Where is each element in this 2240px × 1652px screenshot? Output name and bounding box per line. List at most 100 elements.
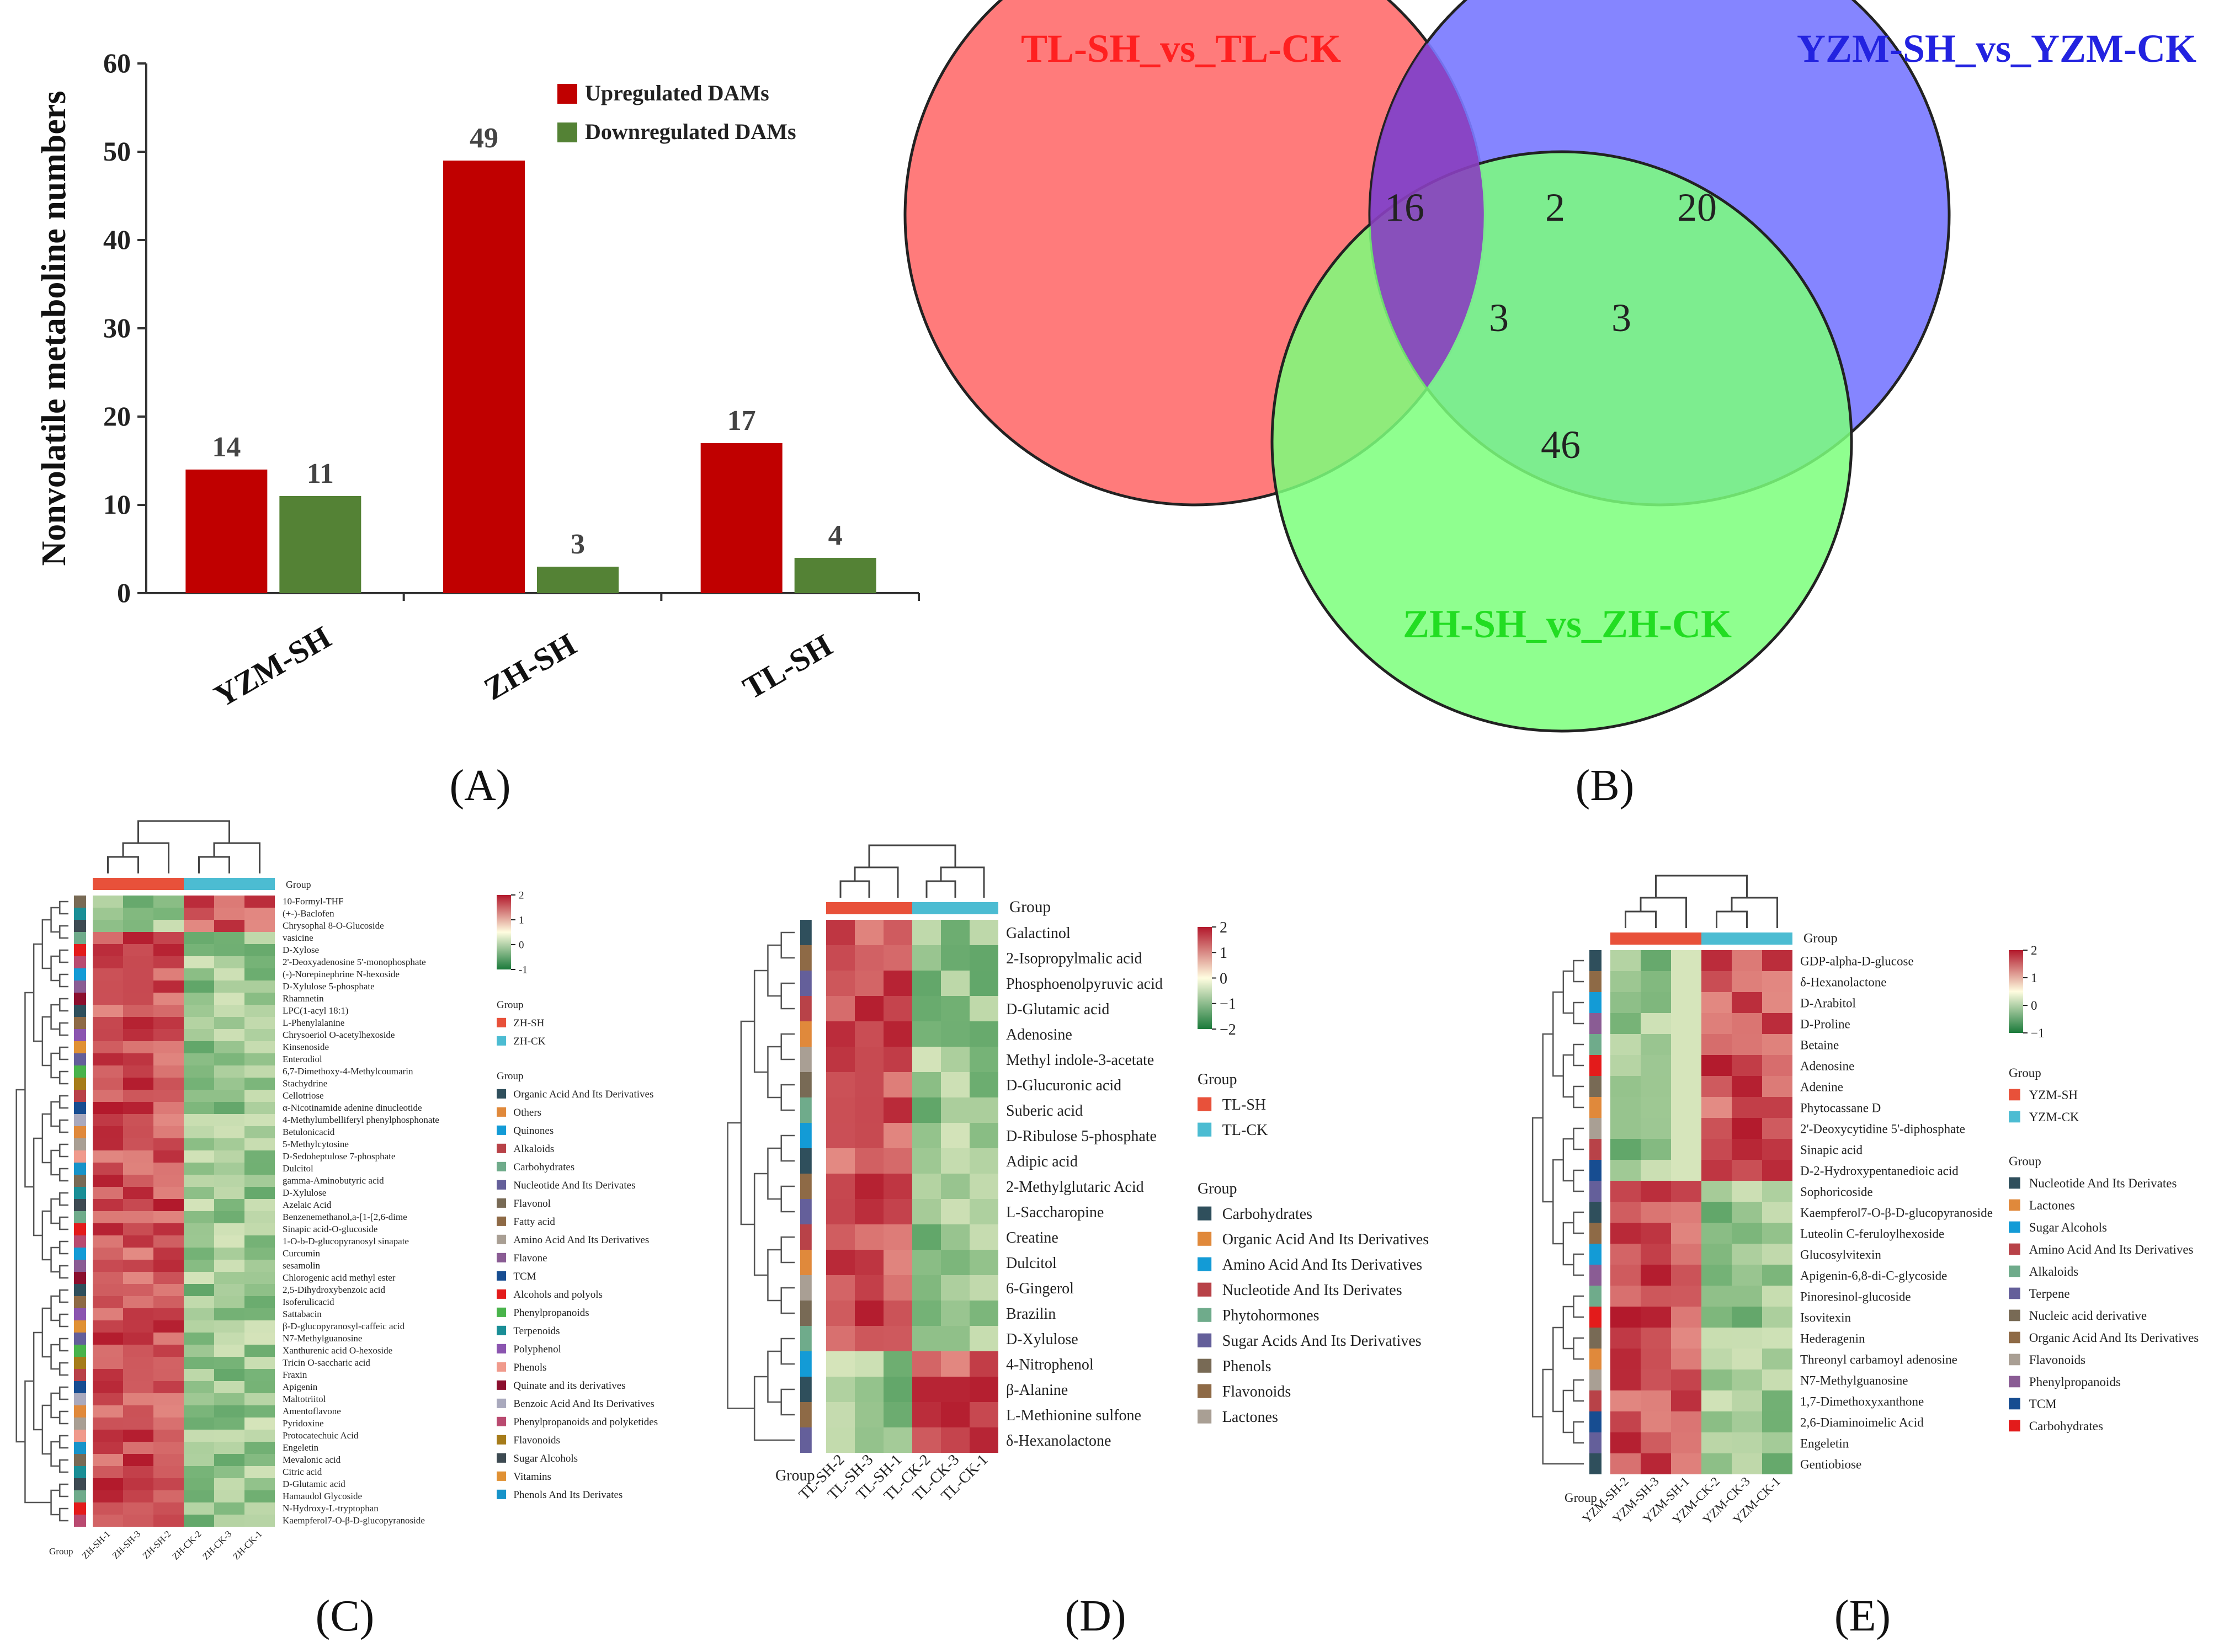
row-label: Kaempferol7-O-β-D-glucopyranoside [1800,1206,1993,1219]
a-x-tick-label: TL-SH [737,627,838,706]
heatmap-cell [184,1041,214,1053]
heatmap-cell [1610,1286,1641,1307]
heatmap-cell [1671,950,1701,971]
heatmap-cell [214,1065,244,1078]
row-class-swatch [74,1405,86,1417]
heatmap-cell [1641,1055,1671,1076]
heatmap-cell [184,1248,214,1260]
heatmap-cell [855,1097,884,1123]
heatmap-cell [970,1123,998,1148]
heatmap-cell [855,1250,884,1275]
heatmap-cell [912,1402,941,1427]
heatmap-cell [244,1235,275,1248]
top-dendrogram [839,844,985,898]
row-class-swatch [74,1515,86,1527]
row-label: L-Methionine sulfone [1006,1407,1141,1424]
class-legend-swatch [2009,1420,2020,1432]
heatmap-cell [123,1126,153,1138]
heatmap-cell [184,932,214,944]
row-class-swatch [800,1275,812,1301]
row-dendrogram [1531,960,1584,1465]
class-legend-label: Flavonol [513,1198,551,1209]
heatmap-cell [153,1417,184,1430]
heatmap-cell [941,1250,970,1275]
heatmap-cell [1671,1118,1701,1139]
heatmap-cell [1671,1453,1701,1474]
heatmap-cell [184,968,214,980]
class-legend-swatch [1198,1409,1212,1424]
heatmap-cell [184,1357,214,1369]
heatmap-cell [244,932,275,944]
heatmap-cell [153,1029,184,1041]
heatmap-cell [153,1357,184,1369]
heatmap-cell [884,1301,912,1326]
heatmap-cell [93,1078,123,1090]
heatmap-cell [244,1248,275,1260]
heatmap-cell [1671,1411,1701,1432]
row-label: Phytocassane D [1800,1101,1881,1115]
heatmap-cell [1610,1328,1641,1349]
class-legend-label: Others [513,1107,541,1118]
heatmap-cell [884,1427,912,1453]
heatmap-cell [153,920,184,932]
row-class-swatch [1589,1307,1601,1328]
row-label: Betaine [1800,1038,1839,1052]
heatmap-cell [123,993,153,1005]
heatmap-cell [184,1126,214,1138]
heatmap-cell [970,1250,998,1275]
heatmap-cell [1762,1369,1792,1390]
heatmap-cell [884,1275,912,1301]
heatmap-cell [884,1250,912,1275]
legend-label-upregulated: Upregulated DAMs [585,81,769,105]
heatmap-cell [93,1090,123,1102]
heatmap-cell [1641,1390,1671,1411]
heatmap-cell [153,1138,184,1150]
heatmap-cell [153,1333,184,1345]
heatmap-cell [214,1442,244,1454]
heatmap-cell [214,1175,244,1187]
heatmap-cell [912,1174,941,1199]
heatmap-cell [214,980,244,993]
row-label: Kinsenoside [283,1042,329,1052]
group-bar-label: Group [286,879,311,890]
class-legend-label: Carbohydrates [2029,1419,2103,1433]
color-scale-label: −1 [2031,1026,2044,1040]
group-legend-label: ZH-CK [513,1036,545,1047]
heatmap-cell [970,1072,998,1097]
group-legend-title: Group [497,999,524,1011]
class-legend-swatch [1198,1232,1212,1246]
heatmap-cell [123,1502,153,1515]
heatmap-cell [123,1053,153,1065]
heatmap-cell [1701,1181,1732,1202]
heatmap-cell [123,1187,153,1199]
heatmap-cell [214,1454,244,1466]
class-legend-label: Amino Acid And Its Derivatives [2029,1243,2194,1256]
heatmap-cell [93,908,123,920]
heatmap-cell [153,1490,184,1502]
row-label: Galactinol [1006,925,1071,942]
heatmap-cell [1762,1181,1792,1202]
heatmap-cell [941,1351,970,1377]
row-class-swatch [1589,1453,1601,1474]
heatmap-cell [153,1320,184,1333]
heatmap-cell [1641,1369,1671,1390]
heatmap-cell [855,1123,884,1148]
row-label: Amentoflavone [283,1406,341,1416]
row-label: Hamaudol Glycoside [283,1491,362,1501]
heatmap-cell [214,1199,244,1211]
heatmap-cell [123,1308,153,1320]
heatmap-cell [244,1502,275,1515]
heatmap-cell [826,1351,855,1377]
class-legend-label: Organic Acid And Its Derivatives [2029,1331,2199,1345]
heatmap-cell [123,908,153,920]
row-class-swatch [800,1351,812,1377]
class-legend-swatch [2009,1287,2020,1299]
group-bar-sh [826,902,912,914]
color-scale-label: −1 [1220,996,1236,1013]
heatmap-cell [123,1065,153,1078]
row-class-swatch [74,1175,86,1187]
heatmap-cell [1732,1286,1762,1307]
heatmap-cell [123,1211,153,1223]
heatmap-cell [184,1466,214,1478]
heatmap-cell [244,1454,275,1466]
